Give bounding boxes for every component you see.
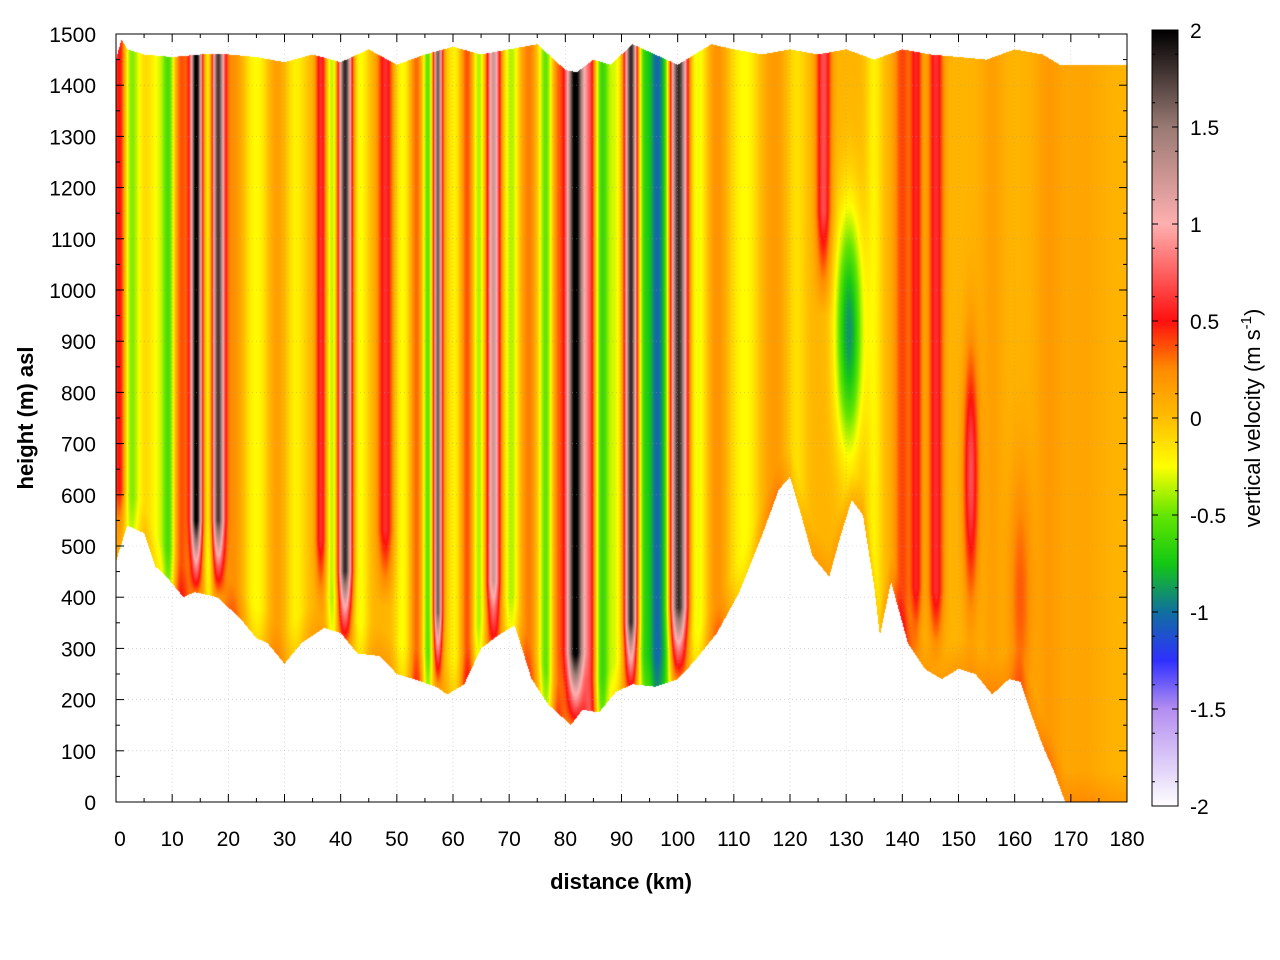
x-tick-label: 30 xyxy=(273,828,296,851)
x-tick-label: 120 xyxy=(772,828,807,851)
colorbar-tick-label: 0 xyxy=(1190,408,1202,431)
colorbar: 2 1.5 1 0.5 0 -0.5 -1 -1.5 -2 vertical velocity … xyxy=(1151,20,1265,819)
colorbar-ticks: 2 1.5 1 0.5 0 -0.5 -1 -1.5 -2 xyxy=(1152,20,1226,819)
y-tick-label: 800 xyxy=(61,382,96,405)
y-axis-label: height (m) asl xyxy=(13,346,38,489)
y-tick-label: 1000 xyxy=(49,280,96,303)
y-tick-label: 600 xyxy=(61,485,96,508)
colorbar-tick-label: 1 xyxy=(1190,214,1202,237)
y-axis-ticks: 0 100 200 300 400 500 600 700 800 900 1000 1100 1200… xyxy=(49,24,1127,815)
y-tick-label: 100 xyxy=(61,741,96,764)
x-tick-label: 100 xyxy=(660,828,695,851)
x-tick-label: 170 xyxy=(1053,828,1088,851)
colorbar-label: vertical velocity (m s-1) xyxy=(1238,309,1265,528)
x-tick-label: 0 xyxy=(114,828,126,851)
y-tick-label: 0 xyxy=(84,792,96,815)
x-tick-label: 80 xyxy=(554,828,577,851)
x-tick-label: 150 xyxy=(941,828,976,851)
y-tick-label: 700 xyxy=(61,434,96,457)
x-tick-label: 180 xyxy=(1109,828,1144,851)
colorbar-tick-label: -1 xyxy=(1190,602,1209,625)
x-tick-label: 110 xyxy=(717,828,750,851)
x-tick-label: 160 xyxy=(997,828,1032,851)
colorbar-tick-label: 2 xyxy=(1190,20,1202,43)
colorbar-tick-label: -1.5 xyxy=(1190,699,1226,722)
colorbar-tick-label: 0.5 xyxy=(1190,311,1219,334)
x-tick-label: 40 xyxy=(329,828,352,851)
y-tick-label: 500 xyxy=(61,536,96,559)
y-tick-label: 1300 xyxy=(49,126,96,149)
x-tick-label: 70 xyxy=(497,828,520,851)
x-tick-label: 50 xyxy=(385,828,408,851)
y-tick-label: 1200 xyxy=(49,178,96,201)
colorbar-tick-label: -2 xyxy=(1190,796,1209,819)
x-tick-label: 10 xyxy=(160,828,183,851)
x-tick-label: 130 xyxy=(829,828,864,851)
y-tick-label: 400 xyxy=(61,587,96,610)
y-tick-label: 200 xyxy=(61,690,96,713)
x-tick-label: 20 xyxy=(217,828,240,851)
y-tick-label: 1500 xyxy=(49,24,96,47)
y-tick-label: 1400 xyxy=(49,75,96,98)
x-tick-label: 60 xyxy=(441,828,464,851)
colorbar-tick-label: 1.5 xyxy=(1190,117,1219,140)
x-tick-label: 140 xyxy=(885,828,920,851)
colorbar-tick-label: -0.5 xyxy=(1190,505,1226,528)
y-tick-label: 900 xyxy=(61,331,96,354)
y-tick-label: 1100 xyxy=(51,229,96,252)
plot-area: 0 10 20 30 40 50 60 70 80 90 100 110 120 130 140 150 160… xyxy=(49,24,1144,851)
y-tick-label: 300 xyxy=(61,638,96,661)
x-axis-label: distance (km) xyxy=(550,869,692,894)
x-axis-ticks: 0 10 20 30 40 50 60 70 80 90 100 110 120 130 140 150 160… xyxy=(114,34,1145,851)
x-tick-label: 90 xyxy=(610,828,633,851)
gridlines xyxy=(116,34,1127,802)
